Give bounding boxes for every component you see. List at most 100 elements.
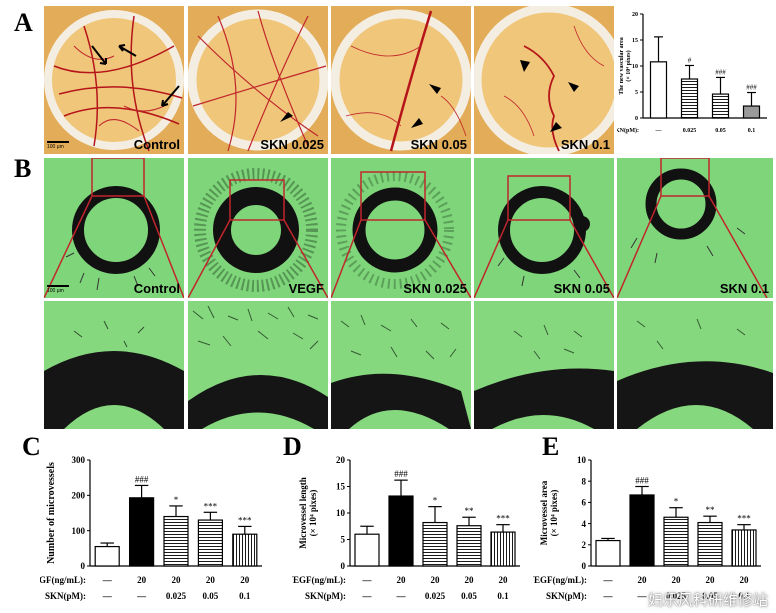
x-tick-label: 0.025	[425, 591, 446, 601]
panel-letter-b: B	[14, 154, 32, 183]
bar	[742, 105, 761, 119]
photo-label: Control	[133, 137, 180, 152]
x-tick-label: 20	[431, 575, 441, 585]
culture-photo-skn-005: SKN 0.05	[474, 158, 614, 298]
x-tick-label: —	[102, 575, 113, 585]
x-tick-label: 0.1	[497, 591, 509, 601]
culture-image	[188, 158, 328, 298]
x-tick-label: 0.05	[203, 591, 219, 601]
y-tick-label: 10	[632, 64, 638, 70]
bar	[456, 525, 482, 567]
zoom-photo-vegf	[188, 301, 328, 429]
cam-image	[331, 6, 471, 154]
panel-letter-c: C	[22, 432, 41, 461]
significance-label: **	[465, 506, 475, 516]
photo-label: SKN 0.1	[560, 137, 610, 152]
x-tick-label: 0.025	[666, 591, 687, 601]
bar	[388, 495, 414, 567]
x-tick-label: —	[136, 591, 147, 601]
y-tick-label: 5	[635, 90, 638, 96]
x-tick-label: —	[362, 591, 373, 601]
x-tick-label: 20	[672, 575, 682, 585]
row-label: SKN(pM):	[546, 591, 587, 601]
cam-photo-skn-005: SKN 0.05	[331, 6, 471, 154]
culture-photo-skn-01: SKN 0.1	[617, 158, 773, 298]
scale-bar: 100 µm	[47, 285, 69, 294]
bar	[354, 533, 380, 567]
bar	[711, 93, 730, 119]
x-tick-label: 0.1	[738, 591, 750, 601]
y-tick-label: 20	[336, 455, 346, 465]
y-axis-label: Number of microvessels	[46, 462, 57, 564]
cam-photo-control: 100 µm Control	[44, 6, 184, 154]
chart-microvessel-area: 0 2 4 6 8 10 Microvessel area (× 10⁴ pixes) — — ##…	[533, 455, 761, 601]
significance-label: ***	[737, 514, 751, 524]
x-tick-label: 20	[240, 575, 250, 585]
panel-letter-a: A	[14, 8, 33, 37]
bar	[422, 521, 448, 567]
culture-photo-control: 100 µm Control	[44, 158, 184, 298]
zoom-photo-skn-005	[474, 301, 614, 429]
bar	[649, 61, 668, 119]
y-tick-label: 0	[81, 561, 86, 571]
panel-letter-e: E	[542, 432, 560, 461]
x-tick-label: 0.05	[461, 591, 477, 601]
y-tick-label: 200	[72, 490, 86, 500]
y-tick-label: 2	[582, 540, 587, 550]
panel-letter-d: D	[283, 432, 302, 461]
significance-label: ***	[204, 501, 218, 511]
y-axis-label-unit: (× 10⁴ pixes)	[625, 50, 632, 81]
culture-image	[44, 158, 184, 298]
x-tick-label: 0.05	[702, 591, 718, 601]
bar	[697, 521, 723, 567]
cam-image	[188, 6, 328, 154]
x-tick-label: —	[655, 128, 663, 134]
culture-photo-vegf: VEGF	[188, 158, 328, 298]
y-tick-label: 300	[72, 455, 86, 465]
y-tick-label: 100	[72, 526, 86, 536]
y-tick-label: 4	[582, 519, 587, 529]
bar	[163, 515, 189, 567]
zoom-photo-control	[44, 301, 184, 429]
scale-bar: 100 µm	[47, 141, 69, 150]
zoom-image	[44, 301, 184, 429]
y-tick-label: 6	[582, 498, 587, 508]
chart-vascular-area: 0 5 10 15 20 The new vascular area (× 10⁴ pixe…	[617, 12, 767, 134]
y-tick-label: 10	[577, 455, 587, 465]
x-tick-label: 20	[706, 575, 716, 585]
watermark: 妇乐风科研维修站	[647, 591, 768, 609]
x-tick-label: 0.1	[748, 128, 756, 134]
photo-label: SKN 0.1	[719, 281, 769, 296]
y-tick-label: 0	[582, 561, 587, 571]
zoom-image	[331, 301, 471, 429]
zoom-image	[188, 301, 328, 429]
chart-number-microvessels: 0 100 200 300 Number of microvessels — — ### 20 —…	[40, 455, 262, 601]
x-tick-label: —	[603, 575, 614, 585]
x-tick-label: 20	[397, 575, 407, 585]
culture-image	[331, 158, 471, 298]
x-tick-label: 20	[206, 575, 216, 585]
photo-label: SKN 0.05	[553, 281, 610, 296]
y-tick-label: 5	[341, 535, 346, 545]
x-tick-label: 20	[465, 575, 475, 585]
photo-label: SKN 0.025	[403, 281, 467, 296]
x-tick-label: —	[396, 591, 407, 601]
x-tick-label: 20	[137, 575, 147, 585]
zoom-image	[474, 301, 614, 429]
significance-label: ###	[715, 68, 726, 76]
zoom-photo-skn-0025	[331, 301, 471, 429]
significance-label: *	[174, 495, 179, 505]
photo-label: SKN 0.05	[410, 137, 467, 152]
row-label: SKN(pM):	[305, 591, 346, 601]
x-tick-label: —	[603, 591, 614, 601]
cam-photo-skn-01: SKN 0.1	[474, 6, 614, 154]
bar	[663, 516, 689, 567]
culture-image	[474, 158, 614, 298]
bar	[731, 529, 757, 567]
significance-label: ###	[746, 84, 757, 92]
x-tick-label: 0.1	[239, 591, 251, 601]
culture-image	[617, 158, 773, 298]
row-label: SKN(pM):	[45, 591, 86, 601]
y-axis-label-unit: (× 10⁴ pixes)	[308, 490, 318, 537]
chart-microvessel-length: 0 5 10 15 20 Microvessel length (× 10⁴ pixes) —…	[292, 455, 520, 601]
